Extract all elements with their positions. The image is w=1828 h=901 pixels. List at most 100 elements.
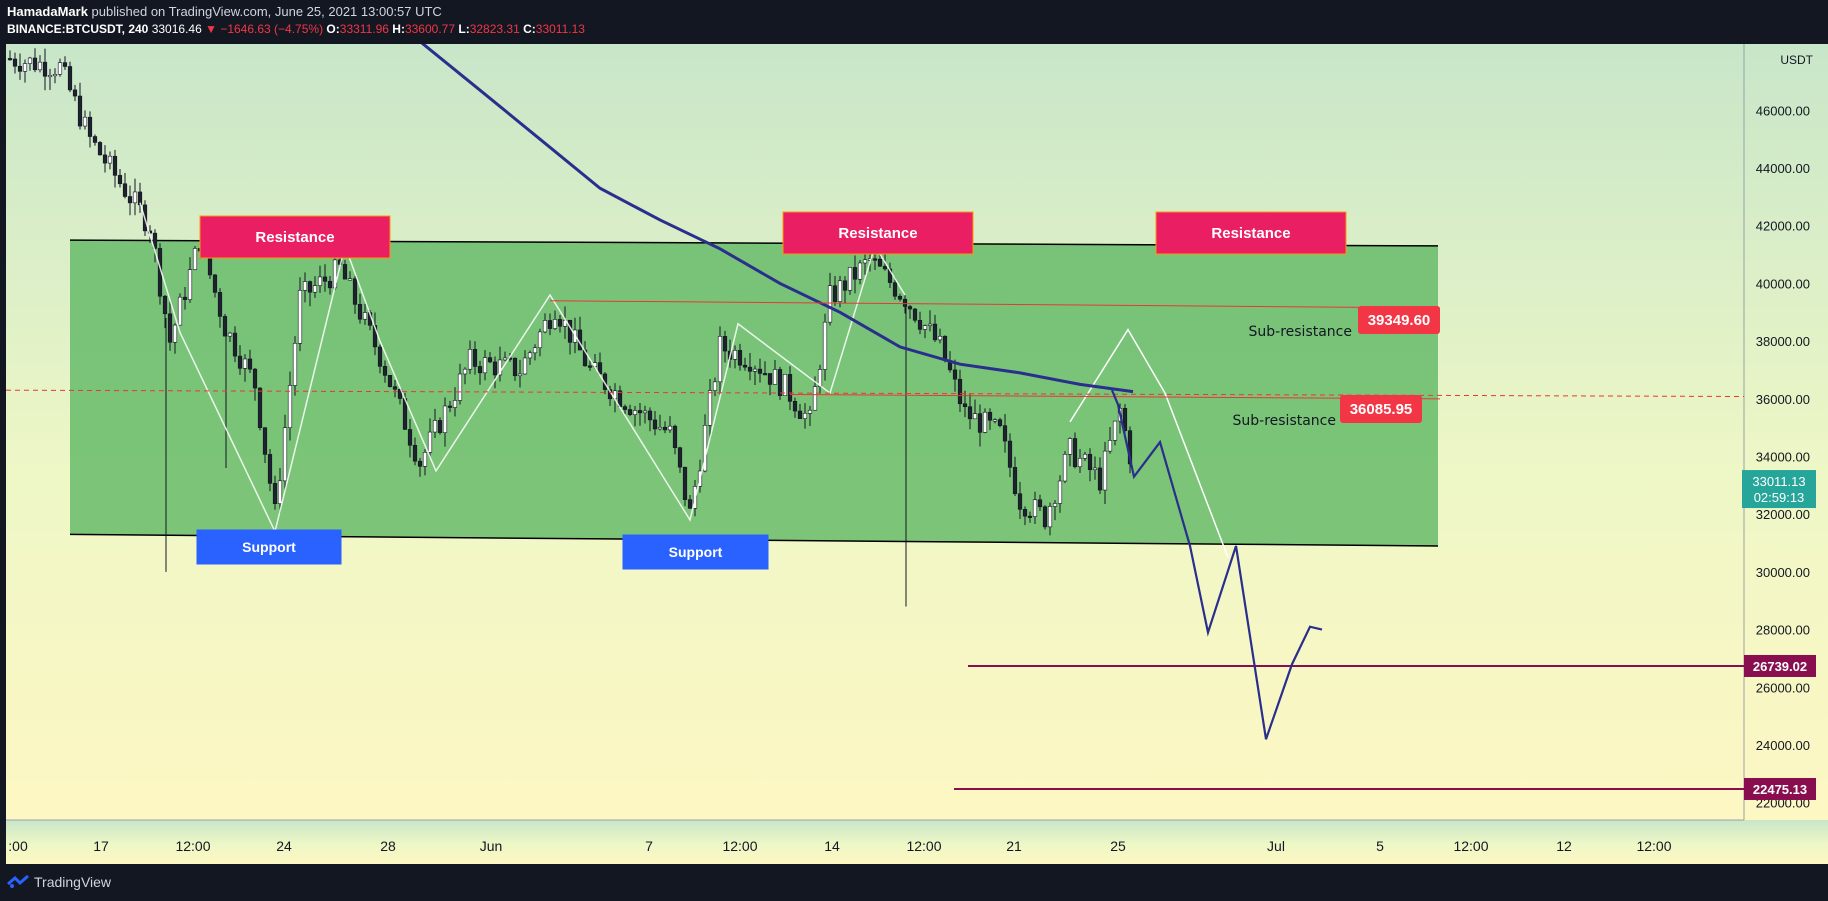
candle-body <box>47 74 53 78</box>
price-tick-label: 32000.00 <box>1756 507 1810 522</box>
support-box[interactable] <box>196 529 342 565</box>
current-price-badge[interactable] <box>1742 470 1816 509</box>
candle-body <box>107 155 113 164</box>
candle-body <box>737 350 743 366</box>
projection-path-line[interactable] <box>1110 389 1323 740</box>
close-value: 33011.13 <box>535 22 585 36</box>
candle-body <box>407 429 413 446</box>
candle-body <box>792 401 798 412</box>
candle-body <box>502 357 508 361</box>
candle-body <box>242 358 248 369</box>
candle-body <box>877 258 883 267</box>
candle-body <box>1112 420 1118 441</box>
candle-body <box>297 290 303 344</box>
candle-body <box>187 269 193 300</box>
candle-body <box>67 66 73 91</box>
candle-body <box>982 411 988 433</box>
candle-series <box>7 48 1133 607</box>
candle-body <box>972 413 978 420</box>
candle-body <box>872 258 878 261</box>
resistance-box[interactable] <box>1155 211 1347 255</box>
candle-body <box>1057 480 1063 504</box>
candle-body <box>822 321 828 370</box>
candle-body <box>257 387 263 428</box>
candle-body <box>447 405 453 408</box>
tradingview-logo-icon[interactable] <box>6 874 30 890</box>
author-name[interactable]: HamadaMark <box>7 4 88 19</box>
candle-body <box>887 268 893 283</box>
candle-body <box>647 410 653 421</box>
time-tick-label: 28 <box>380 838 396 854</box>
high-value: 33600.77 <box>404 22 456 36</box>
candle-body <box>167 313 173 343</box>
wave-projection-line[interactable] <box>1069 328 1229 558</box>
footer-brand[interactable]: TradingView <box>34 874 112 890</box>
candle-body <box>852 267 858 280</box>
candle-body <box>1022 509 1028 517</box>
candle-body <box>522 357 528 375</box>
candle-body <box>52 74 58 77</box>
candle-body <box>287 385 293 429</box>
candle-body <box>957 378 963 405</box>
candle-body <box>27 57 33 64</box>
sub-resistance-label: Sub-resistance <box>1233 413 1337 429</box>
candle-body <box>1037 499 1043 508</box>
candle-body <box>392 386 398 390</box>
footer-bar: TradingView <box>0 864 1828 901</box>
moving-average-line[interactable] <box>416 44 1134 394</box>
candle-body <box>857 262 863 280</box>
candle-body <box>412 444 418 462</box>
sub-resistance-price: 36085.95 <box>1350 401 1413 418</box>
candle-body <box>1072 438 1078 468</box>
time-tick-label: Jul <box>1267 838 1285 854</box>
sub-resistance-price: 39349.60 <box>1368 312 1431 329</box>
candle-body <box>117 175 123 185</box>
candle-body <box>37 61 43 71</box>
candle-body <box>217 292 223 317</box>
target-price-badge[interactable] <box>1744 777 1816 800</box>
candle-body <box>42 61 48 77</box>
chart-canvas[interactable]: Resistance Resistance Resistance Support Sup… <box>0 44 1828 864</box>
chart-header: HamadaMark published on TradingView.com,… <box>0 0 1828 44</box>
candle-body <box>667 425 673 431</box>
candle-body <box>782 374 788 396</box>
sub-resistance-price-badge[interactable] <box>1340 395 1422 423</box>
candle-body <box>132 191 138 204</box>
time-axis[interactable] <box>6 820 1828 864</box>
sub-resistance-line[interactable] <box>549 300 1441 309</box>
candle-body <box>77 95 83 127</box>
candle-body <box>1012 467 1018 495</box>
candle-body <box>567 319 573 343</box>
target-price-badge[interactable] <box>1744 654 1816 677</box>
sub-resistance-price-badge[interactable] <box>1358 306 1440 334</box>
time-tick-label: 12 <box>1556 838 1572 854</box>
candle-body <box>467 349 473 370</box>
candle-body <box>227 332 233 337</box>
candle-body <box>382 366 388 376</box>
zigzag-pattern-line[interactable] <box>139 202 906 534</box>
sub-resistance-label: Sub-resistance <box>1249 324 1353 340</box>
time-tick-label: 12:00 <box>1453 838 1488 854</box>
candle-body <box>747 366 753 372</box>
candle-body <box>977 413 983 433</box>
support-label: Support <box>669 544 723 560</box>
candle-body <box>1032 499 1038 517</box>
resistance-box[interactable] <box>199 215 391 259</box>
candle-body <box>952 369 958 380</box>
sub-resistance-dashed-line[interactable] <box>5 389 1745 398</box>
candle-body <box>847 267 853 291</box>
candle-body <box>372 325 378 348</box>
high-label: H: <box>392 22 405 36</box>
price-axis[interactable] <box>1744 44 1828 820</box>
candle-body <box>922 325 928 330</box>
support-box[interactable] <box>622 534 769 570</box>
candle-body <box>422 452 428 467</box>
candle-body <box>92 136 98 143</box>
candle-body <box>352 278 358 305</box>
candle-body <box>527 352 533 359</box>
resistance-box[interactable] <box>782 211 974 255</box>
symbol-label[interactable]: BINANCE:BTCUSDT, 240 <box>7 22 149 36</box>
price-tick-label: 36000.00 <box>1756 392 1810 407</box>
time-tick-label: :00 <box>8 838 28 854</box>
candle-body <box>492 361 498 376</box>
